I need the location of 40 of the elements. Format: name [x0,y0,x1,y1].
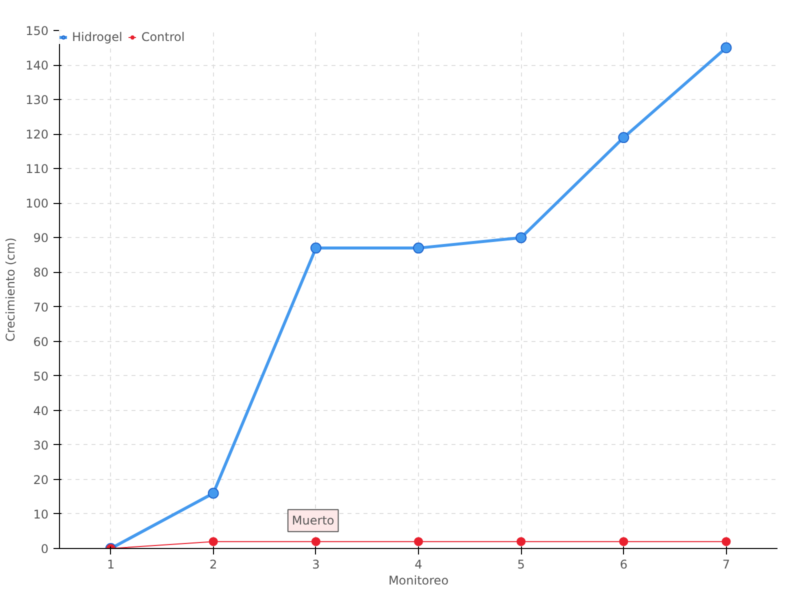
point [208,488,219,499]
y-tick-label: 140 [26,58,48,73]
x-tick-label: 4 [414,558,422,572]
point [619,537,628,546]
x-tick-label: 2 [210,558,218,572]
x-tick-label: 3 [312,558,320,572]
x-axis-title: Monitoreo [388,574,449,588]
y-tick-label: 20 [33,472,49,487]
x-tick-label: 1 [106,558,115,572]
point [311,537,320,546]
point [310,242,322,254]
y-axis-title: Crecimiento (cm) [4,238,18,342]
y-tick-label: 150 [26,24,48,38]
x-tick-label: 7 [722,558,730,572]
point [722,537,731,546]
point [618,132,630,144]
point [413,242,424,254]
point [516,537,526,546]
point [414,537,423,546]
y-tick-label: 70 [33,300,49,314]
y-tick-label: 80 [33,266,49,280]
y-tick-label: 90 [33,231,49,246]
y-tick-label: 30 [33,438,49,452]
annotation: Muerto [292,514,334,528]
point [208,537,218,546]
y-tick-label: 50 [33,369,49,384]
x-tick-label: 5 [517,558,525,572]
y-tick-label: 40 [33,404,49,418]
y-tick-label: 120 [26,128,48,142]
legend-label: Control [141,30,185,44]
point [720,42,732,54]
y-tick-label: 60 [33,334,49,349]
y-tick-label: 100 [26,196,48,211]
y-tick-label: 0 [40,542,49,556]
x-tick-label: 6 [620,558,628,572]
y-tick-label: 130 [26,93,48,108]
legend-label: Hidrogel [72,30,122,44]
point [516,232,527,244]
y-tick-label: 10 [33,507,49,522]
y-tick-label: 110 [26,162,48,176]
